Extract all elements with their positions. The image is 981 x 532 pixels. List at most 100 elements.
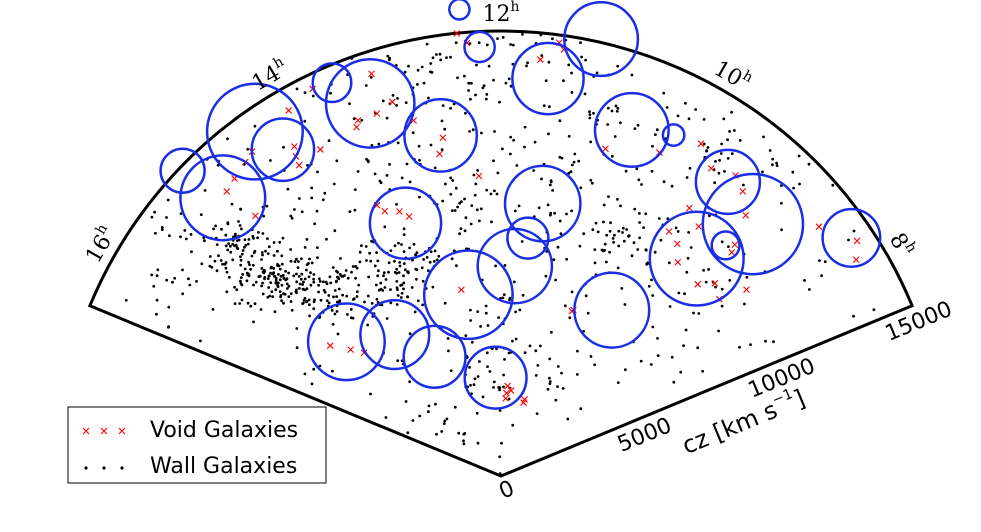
wall-galaxy-point <box>418 414 422 418</box>
wall-galaxy-point <box>676 230 680 233</box>
wall-galaxy-point <box>310 382 314 386</box>
wall-galaxy-point <box>427 410 430 414</box>
wall-galaxy-point <box>269 281 273 284</box>
void-galaxy-point <box>354 116 362 124</box>
wall-galaxy-point <box>239 279 242 283</box>
wall-galaxy-point <box>155 312 158 316</box>
wall-galaxy-point <box>236 239 239 243</box>
wall-galaxy-point <box>493 130 496 133</box>
wall-galaxy-point <box>241 273 245 276</box>
wall-galaxy-point <box>368 251 371 255</box>
wall-galaxy-point <box>608 250 611 254</box>
wall-galaxy-point <box>369 76 373 79</box>
wall-galaxy-point <box>279 295 282 299</box>
wall-galaxy-point <box>478 360 481 363</box>
wall-galaxy-point <box>252 320 255 324</box>
wall-galaxy-point <box>214 224 218 228</box>
wall-galaxy-point <box>666 217 670 221</box>
wall-galaxy-point <box>602 203 606 207</box>
wall-galaxy-point <box>364 245 368 248</box>
wall-galaxy-point <box>364 84 368 87</box>
wall-galaxy-point <box>303 372 307 376</box>
wall-galaxy-point <box>511 62 515 66</box>
wall-galaxy-point <box>261 232 265 235</box>
wall-galaxy-point <box>251 263 255 267</box>
wall-galaxy-point <box>398 261 402 264</box>
wall-galaxy-point <box>402 233 406 237</box>
wall-galaxy-point <box>511 339 514 343</box>
wall-galaxy-point <box>282 276 286 280</box>
void-circle <box>463 30 496 64</box>
wall-galaxy-point <box>472 173 476 177</box>
wall-galaxy-point <box>647 284 651 288</box>
wall-galaxy-point <box>303 119 307 123</box>
wall-galaxy-point <box>279 274 283 278</box>
wall-galaxy-point <box>484 311 488 315</box>
wall-galaxy-point <box>606 106 610 110</box>
wall-galaxy-point <box>791 170 795 174</box>
wall-galaxy-point <box>331 369 334 373</box>
wall-galaxy-point <box>551 37 554 41</box>
wall-galaxy-point <box>546 203 550 207</box>
wall-galaxy-point <box>593 363 597 367</box>
wall-galaxy-point <box>632 241 636 245</box>
wall-galaxy-point <box>408 380 412 384</box>
wall-galaxy-point <box>457 431 461 435</box>
wall-galaxy-point <box>820 274 823 278</box>
wall-galaxy-point <box>217 254 220 258</box>
wall-galaxy-point <box>156 268 160 272</box>
wall-galaxy-point <box>450 209 454 213</box>
wall-galaxy-point <box>221 262 225 266</box>
wall-galaxy-point <box>240 227 243 231</box>
wall-galaxy-point <box>619 204 622 208</box>
wall-galaxy-point <box>235 288 239 292</box>
wall-galaxy-point <box>278 290 282 293</box>
wall-galaxy-point <box>377 288 381 292</box>
wall-galaxy-point <box>433 166 437 170</box>
wall-galaxy-point <box>373 172 377 176</box>
wall-galaxy-point <box>310 196 314 200</box>
wall-galaxy-point <box>676 114 680 118</box>
wall-galaxy-point <box>277 273 280 276</box>
wall-galaxy-point <box>469 222 473 226</box>
wall-galaxy-point <box>780 184 783 188</box>
void-galaxy-point <box>347 346 355 354</box>
wall-galaxy-point <box>540 177 543 181</box>
wall-galaxy-point <box>451 179 455 182</box>
wall-galaxy-point <box>231 242 235 246</box>
wall-galaxy-point <box>684 328 688 332</box>
wall-galaxy-point <box>435 258 439 262</box>
wall-galaxy-point <box>640 183 643 186</box>
wall-galaxy-point <box>570 71 573 75</box>
wall-galaxy-point <box>554 278 557 282</box>
wall-galaxy-point <box>420 266 424 270</box>
wall-galaxy-point <box>231 258 235 262</box>
wall-galaxy-point <box>258 274 262 278</box>
wall-galaxy-point <box>262 268 266 272</box>
wall-galaxy-point <box>239 263 243 267</box>
wall-galaxy-point <box>497 316 500 319</box>
wall-galaxy-point <box>269 266 273 270</box>
wall-galaxy-point <box>579 186 583 190</box>
wall-galaxy-point <box>576 349 579 353</box>
wall-galaxy-point <box>300 210 304 214</box>
wall-galaxy-point <box>654 133 657 137</box>
wall-galaxy-point <box>642 226 645 230</box>
wall-galaxy-point <box>387 270 390 274</box>
wall-galaxy-point <box>287 271 290 275</box>
wall-galaxy-point <box>536 364 540 367</box>
wall-galaxy-point <box>266 237 269 241</box>
wall-galaxy-point <box>301 287 305 291</box>
wall-galaxy-point <box>749 343 752 346</box>
wall-galaxy-point <box>358 260 362 264</box>
wall-galaxy-point <box>509 43 512 46</box>
wall-galaxy-point <box>295 327 299 330</box>
wall-galaxy-point <box>307 298 311 302</box>
wall-galaxy-point <box>370 239 373 243</box>
wall-galaxy-point <box>677 291 681 295</box>
wall-galaxy-point <box>325 237 328 241</box>
void-galaxy-point <box>697 140 705 148</box>
wall-galaxy-point <box>650 169 654 173</box>
wall-galaxy-point <box>345 294 349 298</box>
wall-galaxy-point <box>295 272 298 276</box>
